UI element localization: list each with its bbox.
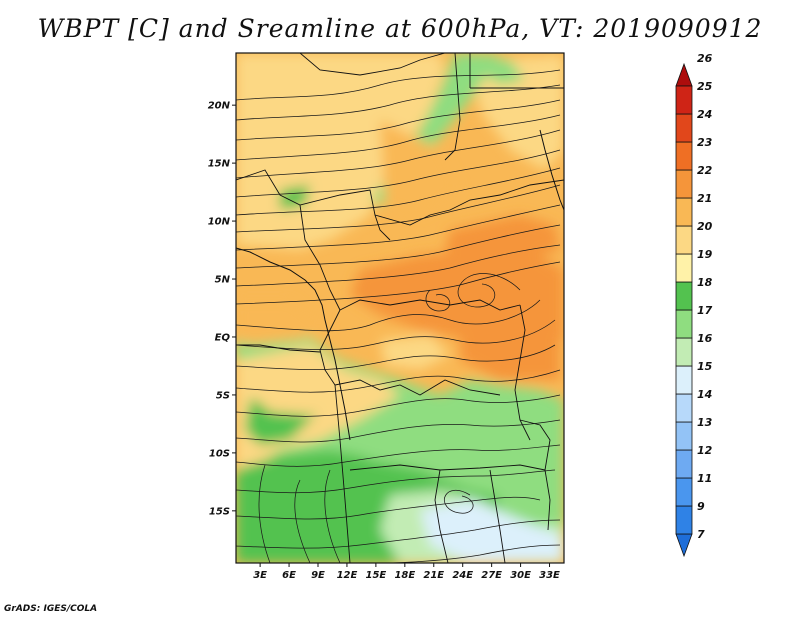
lat-tick-label: 5N <box>215 275 231 286</box>
colorbar-swatch <box>675 141 693 171</box>
colorbar-swatch <box>675 169 693 199</box>
colorbar-swatch <box>675 505 693 535</box>
colorbar-label: 18 <box>697 276 713 289</box>
colorbar-swatch <box>675 85 693 115</box>
colorbar-label: 11 <box>697 472 712 485</box>
wbpt-shading <box>236 53 564 563</box>
colorbar-swatch <box>675 337 693 367</box>
country-borders <box>236 53 564 563</box>
lat-tick-label: 20N <box>208 101 231 112</box>
lon-tick-label: 24E <box>452 570 473 581</box>
colorbar-swatch <box>675 253 693 283</box>
colorbar-label: 14 <box>697 388 712 401</box>
plot-frame <box>235 52 565 564</box>
lat-tick-label: 10S <box>209 448 230 459</box>
coastline <box>236 129 564 441</box>
lat-tick-label: 15N <box>208 159 231 170</box>
colorbar-label: 22 <box>697 164 713 177</box>
lon-tick-label: 27E <box>481 570 502 581</box>
lat-tick-label: 10N <box>208 217 231 228</box>
colorbar-label: 16 <box>697 332 713 345</box>
colorbar-swatch <box>675 309 693 339</box>
lat-tick-label: 5S <box>216 390 230 401</box>
lon-tick-label: 6E <box>282 570 296 581</box>
longitude-axis: 3E 6E 9E 12E 15E 18E 21E 24E 27E 30E 33E <box>253 563 560 581</box>
colorbar-label: 26 <box>697 52 713 65</box>
credit-text: GrADS: IGES/COLA <box>4 604 98 614</box>
colorbar-swatch <box>675 113 693 143</box>
colorbar-swatch <box>675 281 693 311</box>
lon-tick-label: 21E <box>423 570 444 581</box>
colorbar-label: 21 <box>697 192 712 205</box>
colorbar-label: 23 <box>697 136 713 149</box>
lon-tick-label: 9E <box>311 570 325 581</box>
lon-tick-label: 12E <box>337 570 358 581</box>
lon-tick-label: 15E <box>366 570 387 581</box>
lon-tick-label: 30E <box>510 570 531 581</box>
colorbar-swatch <box>675 393 693 423</box>
colorbar-label: 15 <box>697 360 713 373</box>
colorbar-swatch <box>675 421 693 451</box>
colorbar-label: 19 <box>697 248 713 261</box>
lon-tick-label: 3E <box>253 570 267 581</box>
colorbar-swatch <box>675 477 693 507</box>
latitude-axis: 20N 15N 10N 5N EQ 5S 10S 15S <box>208 101 236 517</box>
colorbar-label: 20 <box>697 220 713 233</box>
lon-tick-label: 18E <box>394 570 415 581</box>
colorbar-label: 13 <box>697 416 713 429</box>
lat-tick-label: 15S <box>209 506 230 517</box>
colorbar-label: 25 <box>697 80 713 93</box>
colorbar-label: 7 <box>697 528 705 541</box>
colorbar-label: 24 <box>697 108 712 121</box>
lat-tick-label: EQ <box>215 332 231 343</box>
colorbar-swatch <box>675 449 693 479</box>
colorbar-swatch <box>675 365 693 395</box>
lon-tick-label: 33E <box>539 570 560 581</box>
colorbar-label: 9 <box>697 500 705 513</box>
colorbar: 7 9 11 12 13 14 15 16 17 18 19 20 21 22 23 24 25 26 <box>675 52 713 558</box>
colorbar-label: 17 <box>697 304 713 317</box>
colorbar-swatch <box>675 197 693 227</box>
colorbar-top-arrow <box>675 62 693 87</box>
colorbar-label: 12 <box>697 444 713 457</box>
map-title: WBPT [C] and Sreamline at 600hPa, VT: 20… <box>37 14 763 43</box>
colorbar-swatch <box>675 225 693 255</box>
colorbar-bottom-arrow <box>675 533 693 558</box>
